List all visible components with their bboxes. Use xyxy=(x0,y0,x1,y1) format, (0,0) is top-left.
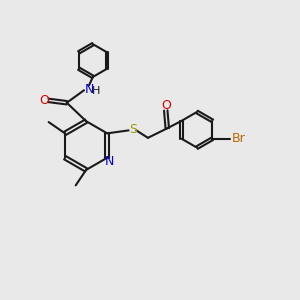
Text: O: O xyxy=(39,94,49,107)
Text: N: N xyxy=(104,155,114,168)
Text: N: N xyxy=(84,82,94,96)
Text: S: S xyxy=(129,123,137,136)
Text: H: H xyxy=(92,86,101,96)
Text: O: O xyxy=(161,99,171,112)
Text: Br: Br xyxy=(232,132,245,145)
